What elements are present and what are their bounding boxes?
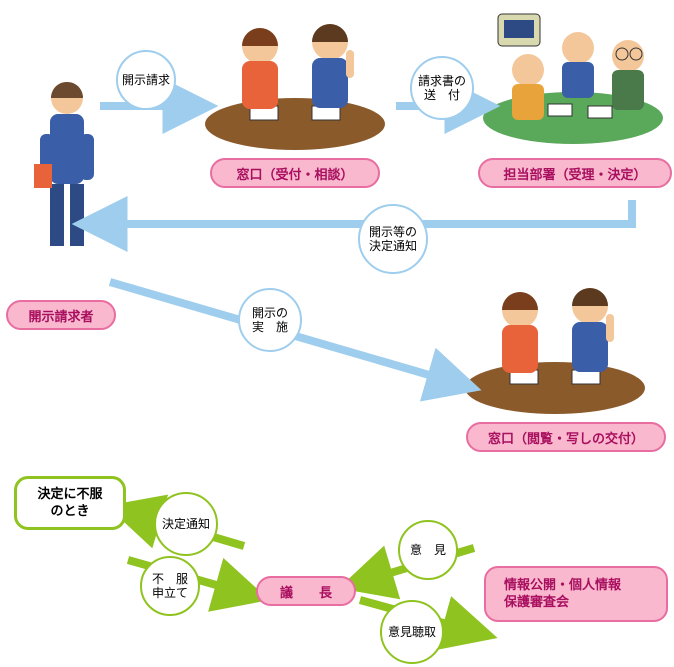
circle-conduct-text: 開示の 実 施: [252, 306, 288, 335]
pill-chairman: 議 長: [256, 576, 356, 606]
office-dept-illus: [478, 0, 668, 150]
circle-notice-text: 開示等の 決定通知: [369, 225, 417, 254]
pill-window-consult: 窓口（受付・相談）: [210, 158, 380, 188]
circle-send-text: 請求書の 送 付: [418, 74, 466, 103]
rr-dissatisfied-text: 決定に不服 のとき: [37, 486, 102, 520]
pill-chairman-text: 議 長: [280, 582, 332, 601]
circle-decision-notice: 決定通知: [154, 492, 218, 556]
pill-window-delivery-text: 窓口（閲覧・写しの交付）: [488, 428, 644, 447]
pill-window-delivery: 窓口（閲覧・写しの交付）: [466, 422, 666, 452]
circle-objection: 不 服 申立て: [140, 556, 200, 616]
circle-notice: 開示等の 決定通知: [358, 204, 428, 274]
person-requester-illus: [32, 70, 102, 260]
circle-request: 開示請求: [116, 50, 176, 110]
circle-hearing: 意見聴取: [380, 600, 444, 664]
pill-requester: 開示請求者: [6, 300, 116, 330]
pill-window-consult-text: 窓口（受付・相談）: [236, 164, 353, 183]
circle-objection-text: 不 服 申立て: [152, 572, 188, 601]
pill-dept-text: 担当部署（受理・決定）: [503, 164, 646, 183]
circle-opinion-text: 意 見: [410, 543, 446, 557]
circle-decision-notice-text: 決定通知: [162, 517, 210, 531]
pill-dept: 担当部署（受理・決定）: [478, 158, 672, 188]
circle-request-text: 開示請求: [122, 73, 170, 87]
desk-window-illus: [200, 6, 390, 156]
rr-dissatisfied: 決定に不服 のとき: [14, 476, 126, 530]
circle-conduct: 開示の 実 施: [238, 288, 302, 352]
circle-send: 請求書の 送 付: [410, 56, 474, 120]
circle-opinion: 意 見: [398, 520, 458, 580]
pill-requester-text: 開示請求者: [28, 306, 93, 325]
rr-board: 情報公開・個人情報 保護審査会: [484, 566, 668, 622]
desk-window2-illus: [460, 270, 650, 420]
circle-hearing-text: 意見聴取: [388, 625, 436, 639]
rr-board-text: 情報公開・個人情報 保護審査会: [504, 577, 621, 611]
